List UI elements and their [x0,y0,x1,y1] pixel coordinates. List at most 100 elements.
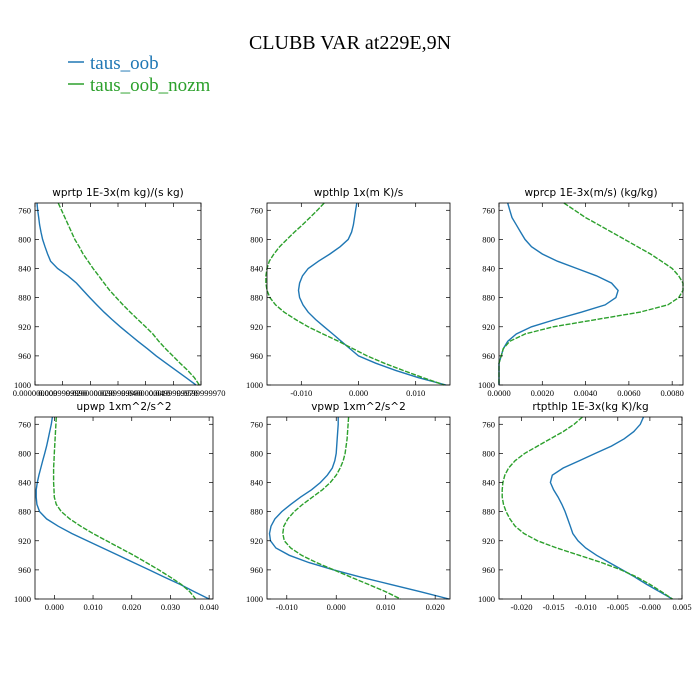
panel-4: upwp 1xm^2/s^2 760 800 840 880 920 960 1000 0.00… [14,401,219,612]
series-line-taus-oob-nozm [52,416,197,600]
panel-frame [34,416,214,600]
panel-frame [266,202,451,386]
x-tick-label: 0.0000 [487,388,510,398]
x-tick-label: 0.020 [426,602,445,612]
y-tick-label: 840 [18,264,31,274]
y-tick-label: 920 [482,322,495,332]
x-tick-label: 0.030 [161,602,180,612]
x-tick-label: 0.000 [45,602,64,612]
y-tick-label: 800 [482,234,495,244]
y-tick-label: 760 [250,419,263,429]
series-line-taus-oob [498,202,619,385]
x-tick-label: 0.040 [200,602,219,612]
x-tick-label: 0.0299999990 [94,388,143,398]
x-tick-label: 0.0599999970 [177,388,226,398]
x-tick-label: 0.0499999970 [149,388,198,398]
y-tick-label: 760 [482,205,495,215]
x-tick-label: 0.005 [672,602,691,612]
panel-6: rtpthlp 1E-3x(kg K)/kg 760 800 840 880 920 960… [478,401,692,612]
x-tick-label: -0.010 [276,602,298,612]
y-tick-label: 920 [18,322,31,332]
x-tick-label: 0.000 [349,388,368,398]
series-line-taus-oob-nozm [282,416,401,600]
x-tick-label: 0.000000000 [13,388,58,398]
panels-group: wprtp 1E-3x(m kg)/(s kg) 760 800 840 880 920 9… [13,187,692,612]
y-tick-label: 920 [482,536,495,546]
panel-1: wprtp 1E-3x(m kg)/(s kg) 760 800 840 880 920 9… [13,187,226,398]
x-tick-label: 0.010 [406,388,425,398]
x-tick-label: -0.005 [607,602,629,612]
y-tick-label: 880 [482,507,495,517]
y-tick-label: 840 [482,478,495,488]
series-line-taus-oob-nozm [265,202,445,386]
y-tick-label: 760 [482,419,495,429]
y-tick-label: 1000 [478,594,495,604]
series-line-taus-oob-nozm [498,202,684,385]
x-tick-label: 0.000 [327,602,346,612]
panel-title: upwp 1xm^2/s^2 [77,401,172,413]
x-tick-label: 0.0060 [617,388,640,398]
x-tick-label: -0.015 [543,602,565,612]
panel-frame [498,202,684,386]
panel-3: wprcp 1E-3x(m/s) (kg/kg) 760 800 840 880 920 9… [478,187,684,398]
y-tick-label: 760 [18,419,31,429]
x-tick-label: -0.020 [510,602,532,612]
panel-title: wprcp 1E-3x(m/s) (kg/kg) [524,187,657,199]
y-tick-label: 800 [18,448,31,458]
x-tick-label: 0.020 [122,602,141,612]
panel-title: vpwp 1xm^2/s^2 [311,401,406,413]
y-tick-label: 840 [482,264,495,274]
y-tick-label: 960 [482,565,495,575]
y-tick-label: 840 [250,264,263,274]
y-tick-label: 1000 [14,594,31,604]
panel-frame [498,416,683,600]
x-tick-label: -0.010 [575,602,597,612]
y-tick-label: 840 [250,478,263,488]
y-tick-label: 1000 [14,380,31,390]
legend-label-taus-oob: taus_oob [90,53,159,74]
y-tick-label: 1000 [246,380,263,390]
y-tick-label: 960 [482,351,495,361]
series-line-taus-oob [36,202,197,386]
y-tick-label: 840 [18,478,31,488]
series-line-taus-oob [297,202,447,386]
series-line-taus-oob-nozm [57,202,200,386]
y-tick-label: 920 [250,536,263,546]
y-tick-label: 1000 [246,594,263,604]
series-line-taus-oob [549,416,673,600]
y-tick-label: 960 [18,565,31,575]
panel-title: rtpthlp 1E-3x(kg K)/kg [532,401,648,413]
x-tick-label: 0.0080 [660,388,683,398]
y-tick-label: 760 [18,205,31,215]
y-tick-label: 960 [250,351,263,361]
y-tick-label: 760 [250,205,263,215]
y-tick-label: 920 [250,322,263,332]
y-tick-label: 880 [250,507,263,517]
legend-label-taus-oob-nozm: taus_oob_nozm [90,75,211,96]
x-tick-label: -0.010 [290,388,312,398]
panel-title: wprtp 1E-3x(m kg)/(s kg) [52,187,183,199]
panel-title: wpthlp 1x(m K)/s [314,187,404,199]
legend: taus_oob taus_oob_nozm [68,53,211,96]
panel-frame [34,202,202,386]
y-tick-label: 920 [18,536,31,546]
y-tick-label: 800 [250,448,263,458]
y-tick-label: 880 [18,507,31,517]
y-tick-label: 880 [18,293,31,303]
y-tick-label: 800 [250,234,263,244]
y-tick-label: 800 [18,234,31,244]
y-tick-label: 800 [482,448,495,458]
y-tick-label: 960 [18,351,31,361]
x-tick-label: 0.0099999990 [38,388,87,398]
panel-5: vpwp 1xm^2/s^2 760 800 840 880 920 960 1000 -0.0… [246,401,451,612]
series-line-taus-oob [35,416,210,600]
x-tick-label: 0.0400000010 [121,388,170,398]
x-tick-label: 0.0200000030 [66,388,115,398]
x-tick-label: -0.000 [639,602,661,612]
x-tick-label: 0.010 [376,602,395,612]
y-tick-label: 880 [482,293,495,303]
x-tick-label: 0.0020 [531,388,554,398]
x-tick-label: 0.0040 [574,388,597,398]
y-tick-label: 880 [250,293,263,303]
